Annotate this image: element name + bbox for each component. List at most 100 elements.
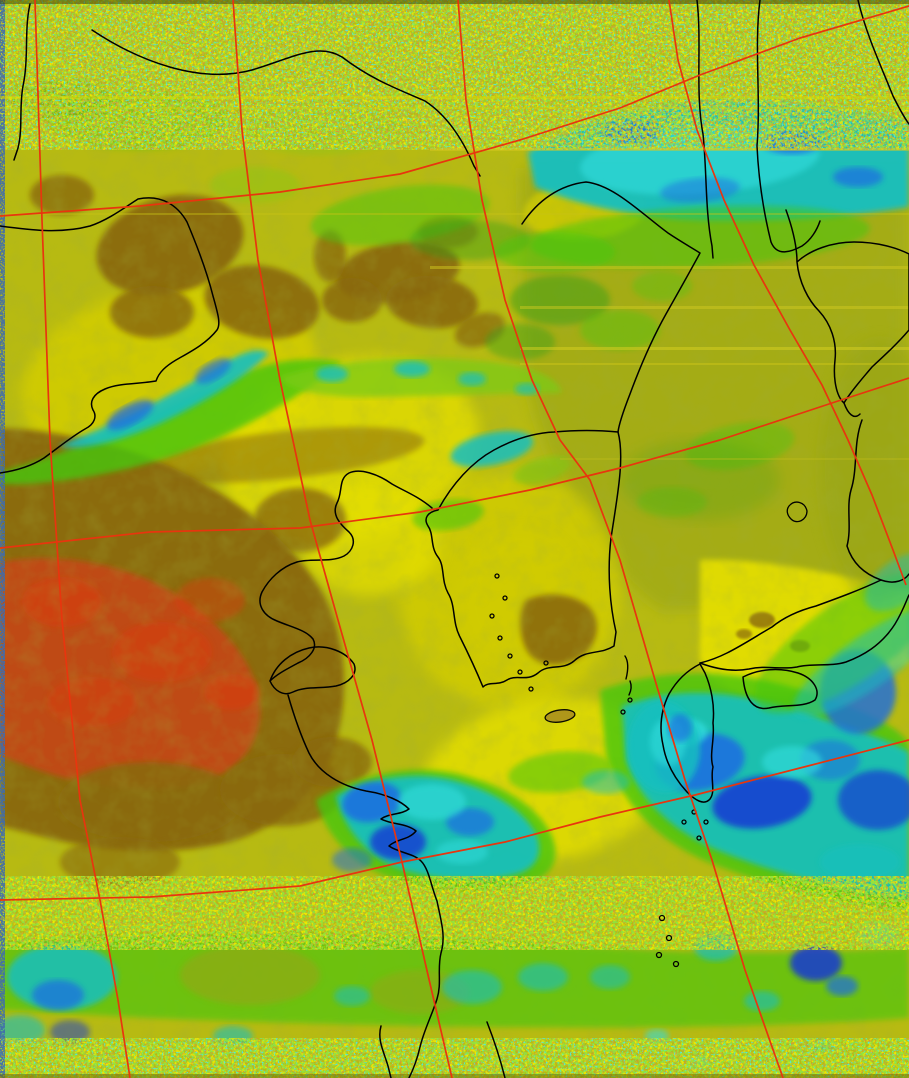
coast-korea-peninsula bbox=[425, 429, 622, 688]
goto-islands-1 bbox=[620, 709, 626, 715]
korea-west-islands-7 bbox=[543, 660, 549, 666]
coast-sakhalin-west bbox=[756, 0, 821, 253]
ryukyu-islands-1 bbox=[665, 934, 673, 942]
se-navy-1 bbox=[712, 775, 812, 829]
front-ext-teal-3 bbox=[458, 372, 486, 386]
noise-band-mid-spk-red bbox=[0, 876, 909, 950]
korea-west-islands-0 bbox=[494, 573, 500, 579]
bottomright-navy bbox=[790, 945, 842, 981]
honshu-se-band-teal-2 bbox=[864, 552, 909, 612]
bottom-teal-4 bbox=[518, 963, 568, 991]
coast-far-left-border bbox=[13, 3, 31, 161]
goto-islands-0 bbox=[627, 697, 633, 703]
bottom-teal-3 bbox=[442, 970, 502, 1004]
noise-band-top-spk-red bbox=[0, 0, 909, 150]
korea-west-islands-2 bbox=[489, 613, 495, 619]
honshu-se-band-teal bbox=[792, 606, 909, 718]
bottomleft-teal-2 bbox=[0, 1015, 45, 1045]
bottom-olive-1 bbox=[180, 945, 320, 1005]
bottomcenter-blue-3 bbox=[332, 848, 372, 872]
scanline-3 bbox=[430, 148, 909, 151]
coast-honshu-west bbox=[699, 579, 882, 664]
korea-west-islands-5 bbox=[517, 669, 523, 675]
coast-taiwan-east bbox=[486, 1021, 506, 1078]
topright-blue-3 bbox=[833, 167, 883, 187]
front-ext-teal-1 bbox=[316, 366, 348, 382]
korea-west-islands-3 bbox=[497, 635, 503, 641]
cloud-regions bbox=[0, 80, 909, 1068]
meridian-3 bbox=[457, 0, 784, 1078]
se-teal-2 bbox=[820, 844, 900, 880]
parallel-1 bbox=[0, 5, 909, 217]
noise-band-bottom-spk-cyan bbox=[0, 1038, 909, 1078]
bottomcenter-navy bbox=[370, 824, 426, 860]
bottomcenter-blue-2 bbox=[446, 808, 494, 836]
parallel-3 bbox=[0, 739, 909, 901]
scanline-6 bbox=[520, 306, 909, 309]
bottom-teal-2 bbox=[334, 986, 370, 1006]
bottomcenter-cyan-2 bbox=[436, 840, 488, 864]
korea-west-islands-4 bbox=[507, 653, 513, 659]
topright-green-fringe bbox=[530, 205, 870, 269]
se-navy-2 bbox=[838, 770, 909, 830]
scanline-0 bbox=[0, 0, 909, 4]
bottomright-teal-2 bbox=[744, 991, 780, 1011]
upper-green-3 bbox=[210, 167, 300, 203]
coast-sado bbox=[786, 501, 808, 523]
front-blue-2 bbox=[195, 358, 231, 384]
kyushu-south-islands-1 bbox=[703, 819, 709, 825]
coast-honshu-south bbox=[699, 594, 909, 671]
korea-west-islands-6 bbox=[528, 686, 534, 692]
ryukyu-islands-0 bbox=[658, 914, 666, 922]
topright-green-2 bbox=[495, 232, 615, 272]
vladivostok-green-2 bbox=[512, 456, 572, 484]
coast-peter-gulf-primorye bbox=[521, 181, 701, 433]
bottomcenter-cyan-1 bbox=[398, 784, 466, 820]
se-cyan-2 bbox=[762, 746, 822, 778]
bottom-teal-5 bbox=[590, 965, 630, 989]
front-ext-teal-2 bbox=[394, 361, 430, 377]
bottomcenter-blue-1 bbox=[342, 781, 402, 823]
coast-tsushima bbox=[624, 655, 632, 696]
kyushu-south-islands-2 bbox=[681, 819, 687, 825]
kyushu-blue bbox=[668, 714, 692, 742]
front-ext-green bbox=[280, 358, 561, 397]
scanline-10 bbox=[0, 918, 909, 920]
coast-amur-river bbox=[91, 29, 481, 177]
meridian-4 bbox=[668, 0, 907, 586]
front-ext-teal-4 bbox=[515, 383, 539, 395]
small-islands bbox=[489, 573, 709, 968]
parallel-2 bbox=[0, 377, 909, 549]
coast-shandong bbox=[269, 646, 356, 695]
coast-inner-border bbox=[0, 197, 220, 474]
ne-green-2 bbox=[580, 310, 660, 350]
ryukyu-islands-2 bbox=[655, 951, 663, 959]
coast-sakhalin-east bbox=[857, 0, 909, 125]
coast-oshima-tail bbox=[843, 402, 861, 418]
scanline-4 bbox=[0, 213, 909, 215]
jeju-island bbox=[544, 709, 576, 723]
front-blue-1 bbox=[106, 399, 154, 431]
topright-blue-4 bbox=[660, 177, 740, 203]
kyushu-south-islands-3 bbox=[696, 835, 702, 841]
coast-shikoku bbox=[742, 668, 818, 710]
jeju-se-teal bbox=[582, 770, 630, 794]
front-band-green bbox=[0, 359, 342, 485]
scanline-11 bbox=[0, 1074, 909, 1078]
coast-kyushu bbox=[660, 663, 715, 803]
scanline-9 bbox=[560, 458, 909, 460]
coast-tatar-west bbox=[696, 0, 714, 259]
coast-tohoku bbox=[846, 419, 909, 583]
japansea-green-3 bbox=[620, 440, 780, 520]
ne-green-1 bbox=[510, 275, 610, 325]
noise-left-column-spk-navy bbox=[0, 0, 5, 1078]
korea-west-islands-1 bbox=[502, 595, 508, 601]
coast-hokkaido bbox=[785, 209, 909, 404]
bottomleft-blue bbox=[32, 980, 84, 1010]
